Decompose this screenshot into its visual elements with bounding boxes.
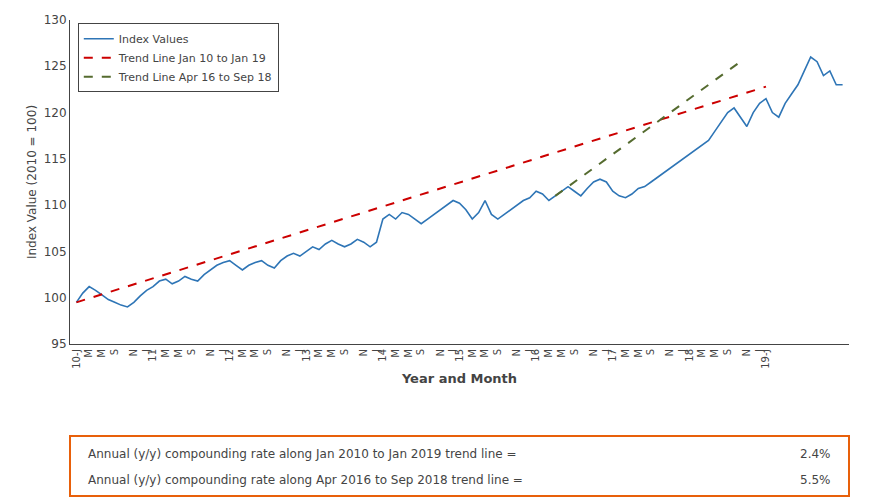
svg-text:Trend Line Apr 16 to Sep 18: Trend Line Apr 16 to Sep 18 <box>118 71 272 84</box>
svg-text:M: M <box>173 349 184 358</box>
svg-text:105: 105 <box>44 245 67 259</box>
svg-text:10-J: 10-J <box>71 349 82 369</box>
svg-text:5.5%: 5.5% <box>800 473 831 487</box>
svg-text:115: 115 <box>44 152 67 166</box>
svg-text:M: M <box>237 349 248 358</box>
svg-text:18: 18 <box>684 349 695 362</box>
svg-text:2.4%: 2.4% <box>800 447 831 461</box>
svg-text:100: 100 <box>44 291 67 305</box>
svg-text:M: M <box>620 349 631 358</box>
svg-text:12: 12 <box>224 349 235 362</box>
svg-text:S: S <box>569 349 580 355</box>
svg-text:M: M <box>249 349 260 358</box>
svg-text:Annual (y/y) compounding rate: Annual (y/y) compounding rate along Apr … <box>88 473 523 487</box>
svg-text:N: N <box>281 349 292 356</box>
svg-text:17: 17 <box>607 349 618 362</box>
svg-text:13: 13 <box>301 349 312 362</box>
svg-text:M: M <box>160 349 171 358</box>
svg-text:14: 14 <box>377 349 388 362</box>
svg-text:Annual (y/y) compounding rate: Annual (y/y) compounding rate along Jan … <box>88 447 517 461</box>
svg-text:N: N <box>358 349 369 356</box>
svg-text:J: J <box>754 349 765 353</box>
svg-text:J: J <box>218 349 229 353</box>
svg-text:N: N <box>741 349 752 356</box>
svg-text:N: N <box>588 349 599 356</box>
svg-text:N: N <box>128 349 139 356</box>
svg-text:S: S <box>645 349 656 355</box>
svg-text:M: M <box>556 349 567 358</box>
svg-text:J: J <box>371 349 382 353</box>
svg-text:J: J <box>524 349 535 353</box>
svg-text:J: J <box>677 349 688 353</box>
svg-text:15: 15 <box>454 349 465 362</box>
svg-text:S: S <box>722 349 733 355</box>
svg-text:11: 11 <box>147 349 158 362</box>
svg-text:120: 120 <box>44 106 67 120</box>
svg-text:Index Value (2010 = 100): Index Value (2010 = 100) <box>25 105 39 259</box>
svg-text:Year and Month: Year and Month <box>401 371 517 386</box>
svg-text:125: 125 <box>44 59 67 73</box>
svg-text:M: M <box>96 349 107 358</box>
svg-text:N: N <box>664 349 675 356</box>
svg-text:N: N <box>435 349 446 356</box>
svg-text:Trend Line Jan 10 to Jan 19: Trend Line Jan 10 to Jan 19 <box>118 52 266 65</box>
svg-text:19-J: 19-J <box>760 349 771 369</box>
svg-text:S: S <box>339 349 350 355</box>
svg-text:M: M <box>83 349 94 358</box>
svg-text:95: 95 <box>51 337 66 351</box>
svg-text:J: J <box>294 349 305 353</box>
svg-text:130: 130 <box>44 13 67 27</box>
svg-text:M: M <box>467 349 478 358</box>
svg-text:M: M <box>479 349 490 358</box>
svg-text:N: N <box>511 349 522 356</box>
svg-text:M: M <box>313 349 324 358</box>
svg-text:M: M <box>709 349 720 358</box>
svg-text:J: J <box>447 349 458 353</box>
svg-text:M: M <box>390 349 401 358</box>
svg-text:S: S <box>492 349 503 355</box>
svg-text:M: M <box>696 349 707 358</box>
svg-text:S: S <box>109 349 120 355</box>
svg-text:M: M <box>403 349 414 358</box>
svg-text:S: S <box>415 349 426 355</box>
svg-text:M: M <box>543 349 554 358</box>
svg-text:16: 16 <box>530 349 541 362</box>
svg-text:M: M <box>633 349 644 358</box>
svg-text:M: M <box>326 349 337 358</box>
svg-text:N: N <box>205 349 216 356</box>
svg-text:S: S <box>186 349 197 355</box>
svg-text:110: 110 <box>44 198 67 212</box>
svg-text:S: S <box>262 349 273 355</box>
svg-text:Index Values: Index Values <box>119 33 189 46</box>
svg-text:J: J <box>601 349 612 353</box>
svg-text:J: J <box>141 349 152 353</box>
